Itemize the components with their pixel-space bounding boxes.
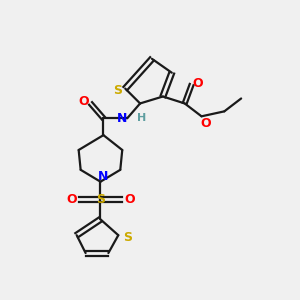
- Text: S: S: [123, 231, 132, 244]
- Text: S: S: [113, 84, 122, 97]
- Text: O: O: [78, 95, 89, 108]
- Text: N: N: [117, 112, 128, 125]
- Text: O: O: [124, 193, 134, 206]
- Text: H: H: [137, 113, 147, 123]
- Text: S: S: [96, 193, 105, 206]
- Text: N: N: [98, 170, 109, 183]
- Text: O: O: [66, 193, 77, 206]
- Text: O: O: [192, 77, 203, 90]
- Text: O: O: [200, 117, 211, 130]
